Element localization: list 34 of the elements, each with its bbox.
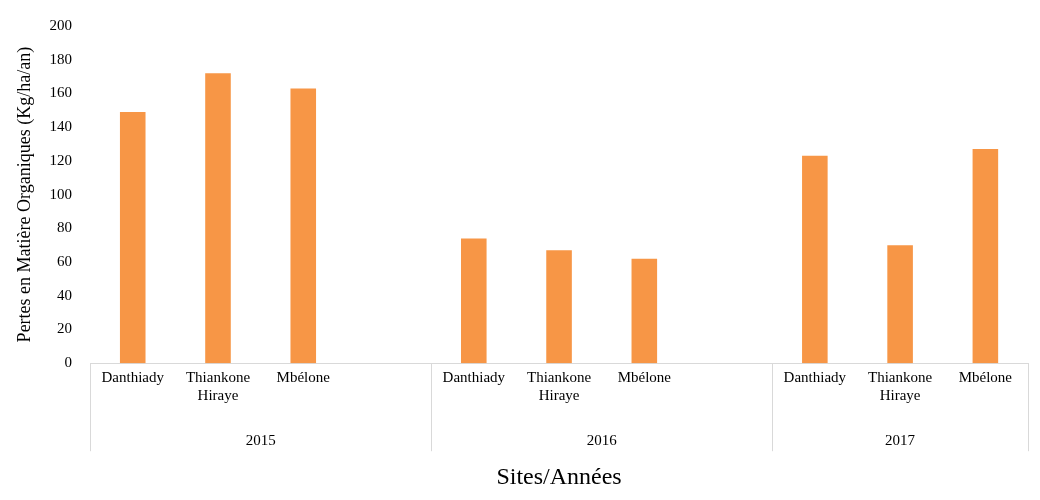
y-tick-label: 20 bbox=[57, 320, 73, 337]
bar bbox=[290, 88, 317, 364]
y-tick-label: 180 bbox=[49, 50, 73, 67]
y-tick-label: 80 bbox=[57, 219, 73, 236]
text: 2016 bbox=[586, 432, 618, 449]
x-tick-label: Mbélone bbox=[958, 369, 1013, 386]
bar bbox=[972, 149, 999, 364]
bar bbox=[631, 258, 658, 364]
bar bbox=[802, 155, 828, 364]
bar bbox=[887, 245, 913, 364]
text: 2017 bbox=[885, 432, 916, 449]
y-tick-label: 140 bbox=[49, 118, 73, 135]
bar bbox=[119, 111, 146, 364]
x-tick-label: Danthiady bbox=[442, 369, 506, 386]
x-tick-label: Mbélone bbox=[617, 369, 672, 386]
y-tick-label: 200 bbox=[49, 16, 73, 33]
x-axis-title: Sites/Années bbox=[496, 462, 622, 489]
bar bbox=[205, 73, 231, 364]
x-tick-label: Thiankone Hiraye bbox=[185, 369, 251, 404]
y-tick-label: 160 bbox=[49, 84, 73, 101]
x-tick-label: Danthiady bbox=[101, 369, 165, 386]
x-tick-label: Thiankone Hiraye bbox=[526, 369, 592, 404]
y-axis-title: Pertes en Matière Organiques (Kg/ha/an) bbox=[13, 46, 35, 343]
bar bbox=[461, 238, 487, 364]
y-tick-label: 0 bbox=[64, 354, 73, 371]
x-tick-label: Danthiady bbox=[783, 369, 847, 386]
text: 2015 bbox=[245, 432, 276, 449]
y-tick-label: 60 bbox=[57, 252, 73, 269]
bar bbox=[546, 250, 572, 364]
x-tick-label: Thiankone Hiraye bbox=[868, 369, 933, 404]
x-tick-label: Mbélone bbox=[276, 369, 331, 386]
y-tick-label: 120 bbox=[49, 151, 73, 168]
y-tick-label: 100 bbox=[49, 185, 73, 202]
y-tick-label: 40 bbox=[57, 286, 73, 303]
